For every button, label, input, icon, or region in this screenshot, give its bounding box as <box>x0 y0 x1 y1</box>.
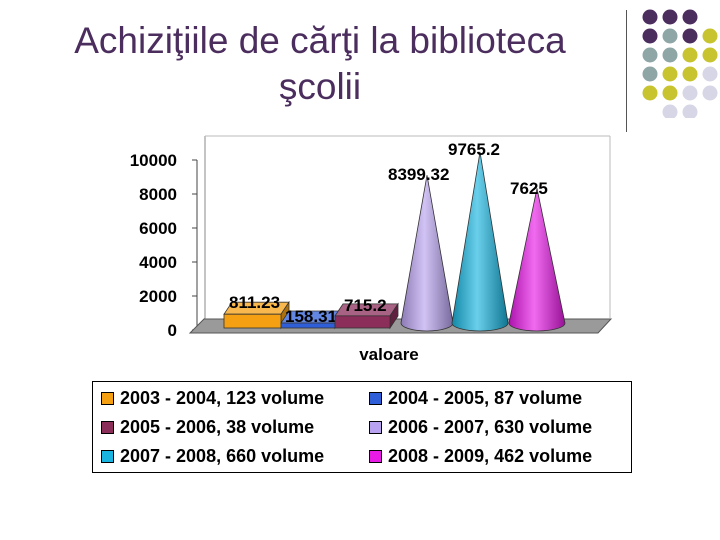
legend-item: 2008 - 2009, 462 volume <box>369 446 592 467</box>
legend-swatch <box>369 392 382 405</box>
slide-title: Achiziţiile de cărţi la biblioteca şcoli… <box>20 18 620 110</box>
chart-legend: 2003 - 2004, 123 volume 2004 - 2005, 87 v… <box>92 381 632 473</box>
legend-swatch <box>101 421 114 434</box>
legend-swatch <box>101 450 114 463</box>
cone-mark <box>400 175 454 332</box>
legend-swatch <box>101 392 114 405</box>
y-tick-label: 6000 <box>139 219 177 238</box>
data-label: 9765.2 <box>448 140 500 159</box>
legend-item: 2006 - 2007, 630 volume <box>369 417 592 438</box>
y-tick-label: 4000 <box>139 253 177 272</box>
decorative-dot-grid <box>642 9 718 118</box>
decor-dot <box>642 85 658 101</box>
data-label: 7625 <box>510 179 548 198</box>
data-label: 8399.32 <box>388 165 449 184</box>
decor-dot <box>662 28 678 44</box>
decor-dot <box>682 9 698 25</box>
legend-label: 2006 - 2007, 630 volume <box>388 417 593 437</box>
decor-dot <box>682 66 698 82</box>
decor-dot <box>682 28 698 44</box>
decor-dot <box>662 66 678 82</box>
decor-dot <box>662 104 678 118</box>
y-tick-label: 2000 <box>139 287 177 306</box>
data-label: 811.23 <box>229 293 280 312</box>
decor-dot <box>682 85 698 101</box>
decor-dot <box>702 28 718 44</box>
title-line-2: şcolii <box>278 66 362 107</box>
legend-label: 2004 - 2005, 87 volume <box>388 388 583 408</box>
legend-label: 2005 - 2006, 38 volume <box>120 417 315 437</box>
cone-mark <box>451 151 509 332</box>
decor-dot <box>702 66 718 82</box>
legend-item: 2004 - 2005, 87 volume <box>369 388 582 409</box>
y-tick-label: 10000 <box>130 151 177 170</box>
bar-front-face <box>223 313 282 329</box>
legend-label: 2007 - 2008, 660 volume <box>120 446 325 466</box>
decor-dot <box>642 9 658 25</box>
decor-dot <box>642 66 658 82</box>
legend-label: 2008 - 2009, 462 volume <box>388 446 593 466</box>
decor-dot <box>642 28 658 44</box>
decor-dot <box>702 47 718 63</box>
legend-label: 2003 - 2004, 123 volume <box>120 388 325 408</box>
legend-item: 2007 - 2008, 660 volume <box>101 446 324 467</box>
decor-dot <box>662 9 678 25</box>
x-axis-label: valoare <box>359 345 419 364</box>
decor-dot <box>662 85 678 101</box>
decor-dot <box>682 47 698 63</box>
legend-swatch <box>369 421 382 434</box>
y-tick-label: 8000 <box>139 185 177 204</box>
bar-front-face <box>334 315 391 329</box>
cone-mark <box>508 188 566 332</box>
chart-back-wall-edge <box>196 136 206 331</box>
decor-dot <box>642 47 658 63</box>
legend-item: 2005 - 2006, 38 volume <box>101 417 314 438</box>
decor-dot <box>682 104 698 118</box>
title-line-1: Achiziţiile de cărţi la biblioteca <box>74 20 566 61</box>
decor-dot <box>662 47 678 63</box>
decor-dot <box>702 85 718 101</box>
divider-line <box>626 10 627 132</box>
legend-swatch <box>369 450 382 463</box>
legend-item: 2003 - 2004, 123 volume <box>101 388 324 409</box>
data-label: 158.31 <box>285 307 337 326</box>
y-tick-label: 0 <box>168 321 177 340</box>
data-label: 715.2 <box>344 296 387 315</box>
